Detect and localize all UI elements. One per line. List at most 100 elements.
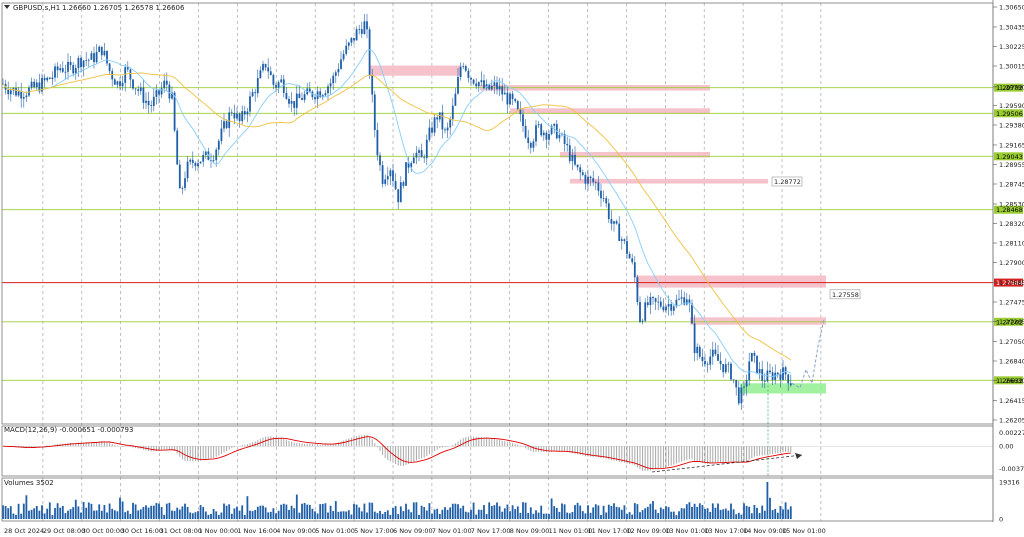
candle-body — [597, 182, 600, 191]
candle-body — [711, 349, 714, 357]
ma-slow-line — [2, 72, 792, 361]
price-tick-label: 1.29590 — [999, 102, 1024, 110]
candle-body — [184, 178, 186, 188]
price-candles — [2, 13, 792, 411]
candle-body — [438, 112, 441, 120]
volume-bar — [204, 511, 207, 519]
volume-bar — [165, 503, 168, 519]
candle-body — [696, 346, 699, 354]
candle-body — [568, 145, 571, 162]
candle-body — [698, 346, 701, 357]
candle-body — [293, 101, 296, 108]
candle-body — [386, 176, 389, 180]
volume-bar — [605, 512, 608, 519]
volume-bar — [561, 503, 563, 519]
candle-body — [116, 81, 119, 85]
candle-body — [33, 81, 36, 88]
volume-bar — [644, 508, 647, 519]
time-tick-label: 13 Nov 01:00 — [665, 527, 709, 535]
volume-bar — [108, 503, 111, 519]
horizontal-levels: 1.29782 1.29506 1.29043 1.28468 1.27262 1.266… — [2, 83, 1023, 385]
candle-body — [277, 82, 280, 88]
volume-bar — [457, 504, 459, 519]
candle-body — [763, 380, 766, 382]
volume-bar — [511, 505, 514, 519]
candle-body — [100, 46, 103, 56]
volume-bar — [678, 511, 680, 519]
volume-bar — [394, 506, 397, 519]
volume-bar — [100, 510, 103, 519]
candle-body — [688, 299, 691, 304]
time-tick-label: 31 Oct 08:00 — [160, 527, 202, 535]
volume-bar — [756, 507, 758, 519]
volume-bar — [389, 514, 392, 519]
volume-bar — [269, 511, 272, 519]
candle-body — [85, 60, 88, 61]
candle-body — [737, 387, 740, 404]
candle-body — [137, 89, 140, 91]
candle-body — [550, 125, 553, 135]
macd-label: MACD(12,26,9) -0.000651 -0.000793 — [4, 426, 133, 434]
candle-body — [685, 299, 688, 305]
volume-bar — [67, 510, 69, 519]
volume-tick-label: 0 — [999, 516, 1003, 524]
volume-bar — [522, 502, 524, 519]
volume-bar — [496, 502, 498, 519]
candle-body — [194, 162, 197, 167]
volume-bar — [262, 505, 264, 519]
volume-bar — [282, 503, 285, 519]
volume-bar — [176, 507, 179, 519]
candle-body — [171, 92, 173, 99]
candle-body — [410, 163, 413, 168]
volume-bar — [77, 506, 80, 519]
volume-bar — [51, 515, 54, 519]
volume-bar — [106, 512, 108, 519]
candle-body — [524, 125, 527, 138]
volume-bar — [698, 503, 701, 519]
candle-body — [470, 77, 472, 80]
volume-bar — [376, 513, 379, 519]
candle-body — [428, 127, 431, 140]
candle-body — [256, 78, 259, 94]
volume-bar — [737, 512, 740, 519]
volume-bar — [462, 505, 465, 519]
candle-body — [358, 29, 361, 30]
candle-body — [701, 356, 704, 361]
volume-bar — [386, 510, 389, 519]
candle-body — [620, 239, 623, 241]
candle-body — [363, 21, 366, 34]
candle-body — [48, 77, 51, 79]
volume-bar — [197, 511, 199, 519]
candle-body — [709, 356, 712, 365]
volume-bar — [472, 502, 475, 519]
volume-bar — [727, 510, 730, 519]
candle-body — [451, 105, 454, 120]
volume-bar — [142, 506, 145, 519]
candle-body — [259, 70, 262, 79]
price-tick-label: 1.26205 — [999, 417, 1024, 425]
candle-body — [756, 355, 758, 373]
volume-bar — [444, 507, 446, 519]
volume-bar — [503, 508, 506, 519]
candle-body — [571, 154, 574, 162]
dropdown-triangle-icon[interactable] — [4, 5, 10, 9]
volume-bar — [249, 510, 251, 519]
volume-bar — [155, 503, 158, 519]
volume-bar — [483, 505, 485, 519]
candle-body — [548, 134, 550, 140]
candle-body — [106, 50, 108, 64]
volume-bar — [600, 514, 602, 519]
volume-bar — [246, 496, 249, 519]
candle-body — [334, 72, 337, 76]
volume-bar — [670, 511, 673, 519]
volume-bar — [80, 512, 82, 519]
volume-bar — [748, 506, 751, 519]
candle-body — [667, 303, 670, 307]
ohlc-readout: 1.26660 1.26705 1.26578 1.26606 — [62, 4, 185, 12]
volume-bar — [784, 502, 787, 519]
candle-body — [527, 137, 530, 143]
volume-bar — [337, 511, 340, 519]
volume-bar — [558, 511, 561, 519]
